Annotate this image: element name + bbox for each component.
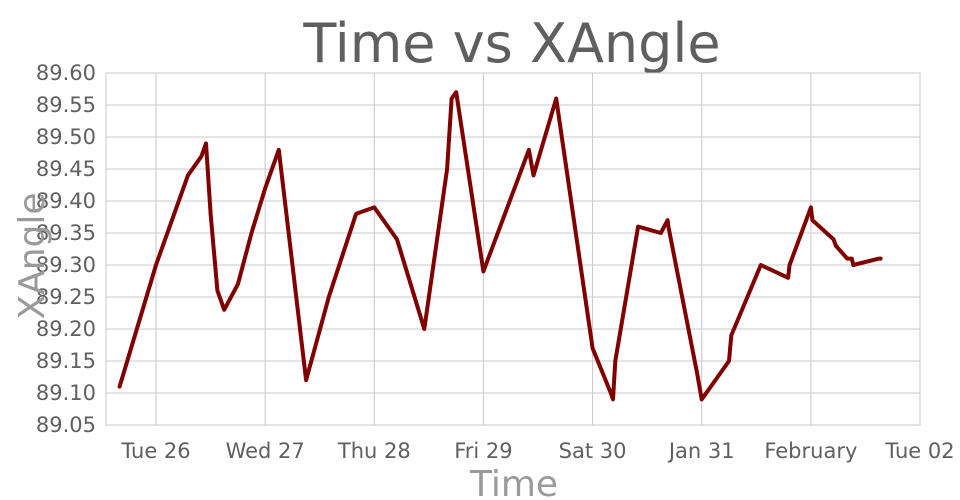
y-tick-label: 89.30 xyxy=(36,253,96,277)
y-tick-label: 89.55 xyxy=(36,93,96,117)
x-tick-label: Sat 30 xyxy=(559,439,627,463)
plot-frame xyxy=(105,72,921,426)
series-line xyxy=(117,90,883,402)
x-axis-title: Time xyxy=(469,464,558,500)
x-tick-label: Fri 29 xyxy=(454,439,512,463)
grid xyxy=(105,72,921,426)
y-tick-label: 89.20 xyxy=(36,317,96,341)
y-tick-label: 89.05 xyxy=(36,413,96,437)
series-layer xyxy=(117,90,883,402)
y-axis-title: XAngle xyxy=(12,192,53,319)
y-tick-label: 89.25 xyxy=(36,285,96,309)
x-tick-label: Jan 31 xyxy=(667,439,735,463)
x-tick-label: Thu 28 xyxy=(337,439,411,463)
y-tick-label: 89.35 xyxy=(36,221,96,245)
x-tick-label: Tue 26 xyxy=(120,439,190,463)
chart-title: Time vs XAngle xyxy=(302,12,720,75)
y-tick-label: 89.15 xyxy=(36,349,96,373)
y-tick-label: 89.50 xyxy=(36,125,96,149)
x-tick-label: Tue 02 xyxy=(884,439,954,463)
y-tick-label: 89.40 xyxy=(36,189,96,213)
y-tick-label: 89.45 xyxy=(36,157,96,181)
x-tick-label: February xyxy=(764,439,857,463)
y-tick-label: 89.60 xyxy=(36,61,96,85)
y-tick-label: 89.10 xyxy=(36,381,96,405)
x-tick-label: Wed 27 xyxy=(226,439,305,463)
y-axis-ticks: 89.05 89.10 89.15 89.20 89.25 89.30 89.35 89.40… xyxy=(36,61,96,437)
x-axis-ticks: Tue 26 Wed 27 Thu 28 Fri 29 Sat 30 Jan 31 Febr… xyxy=(120,439,954,463)
